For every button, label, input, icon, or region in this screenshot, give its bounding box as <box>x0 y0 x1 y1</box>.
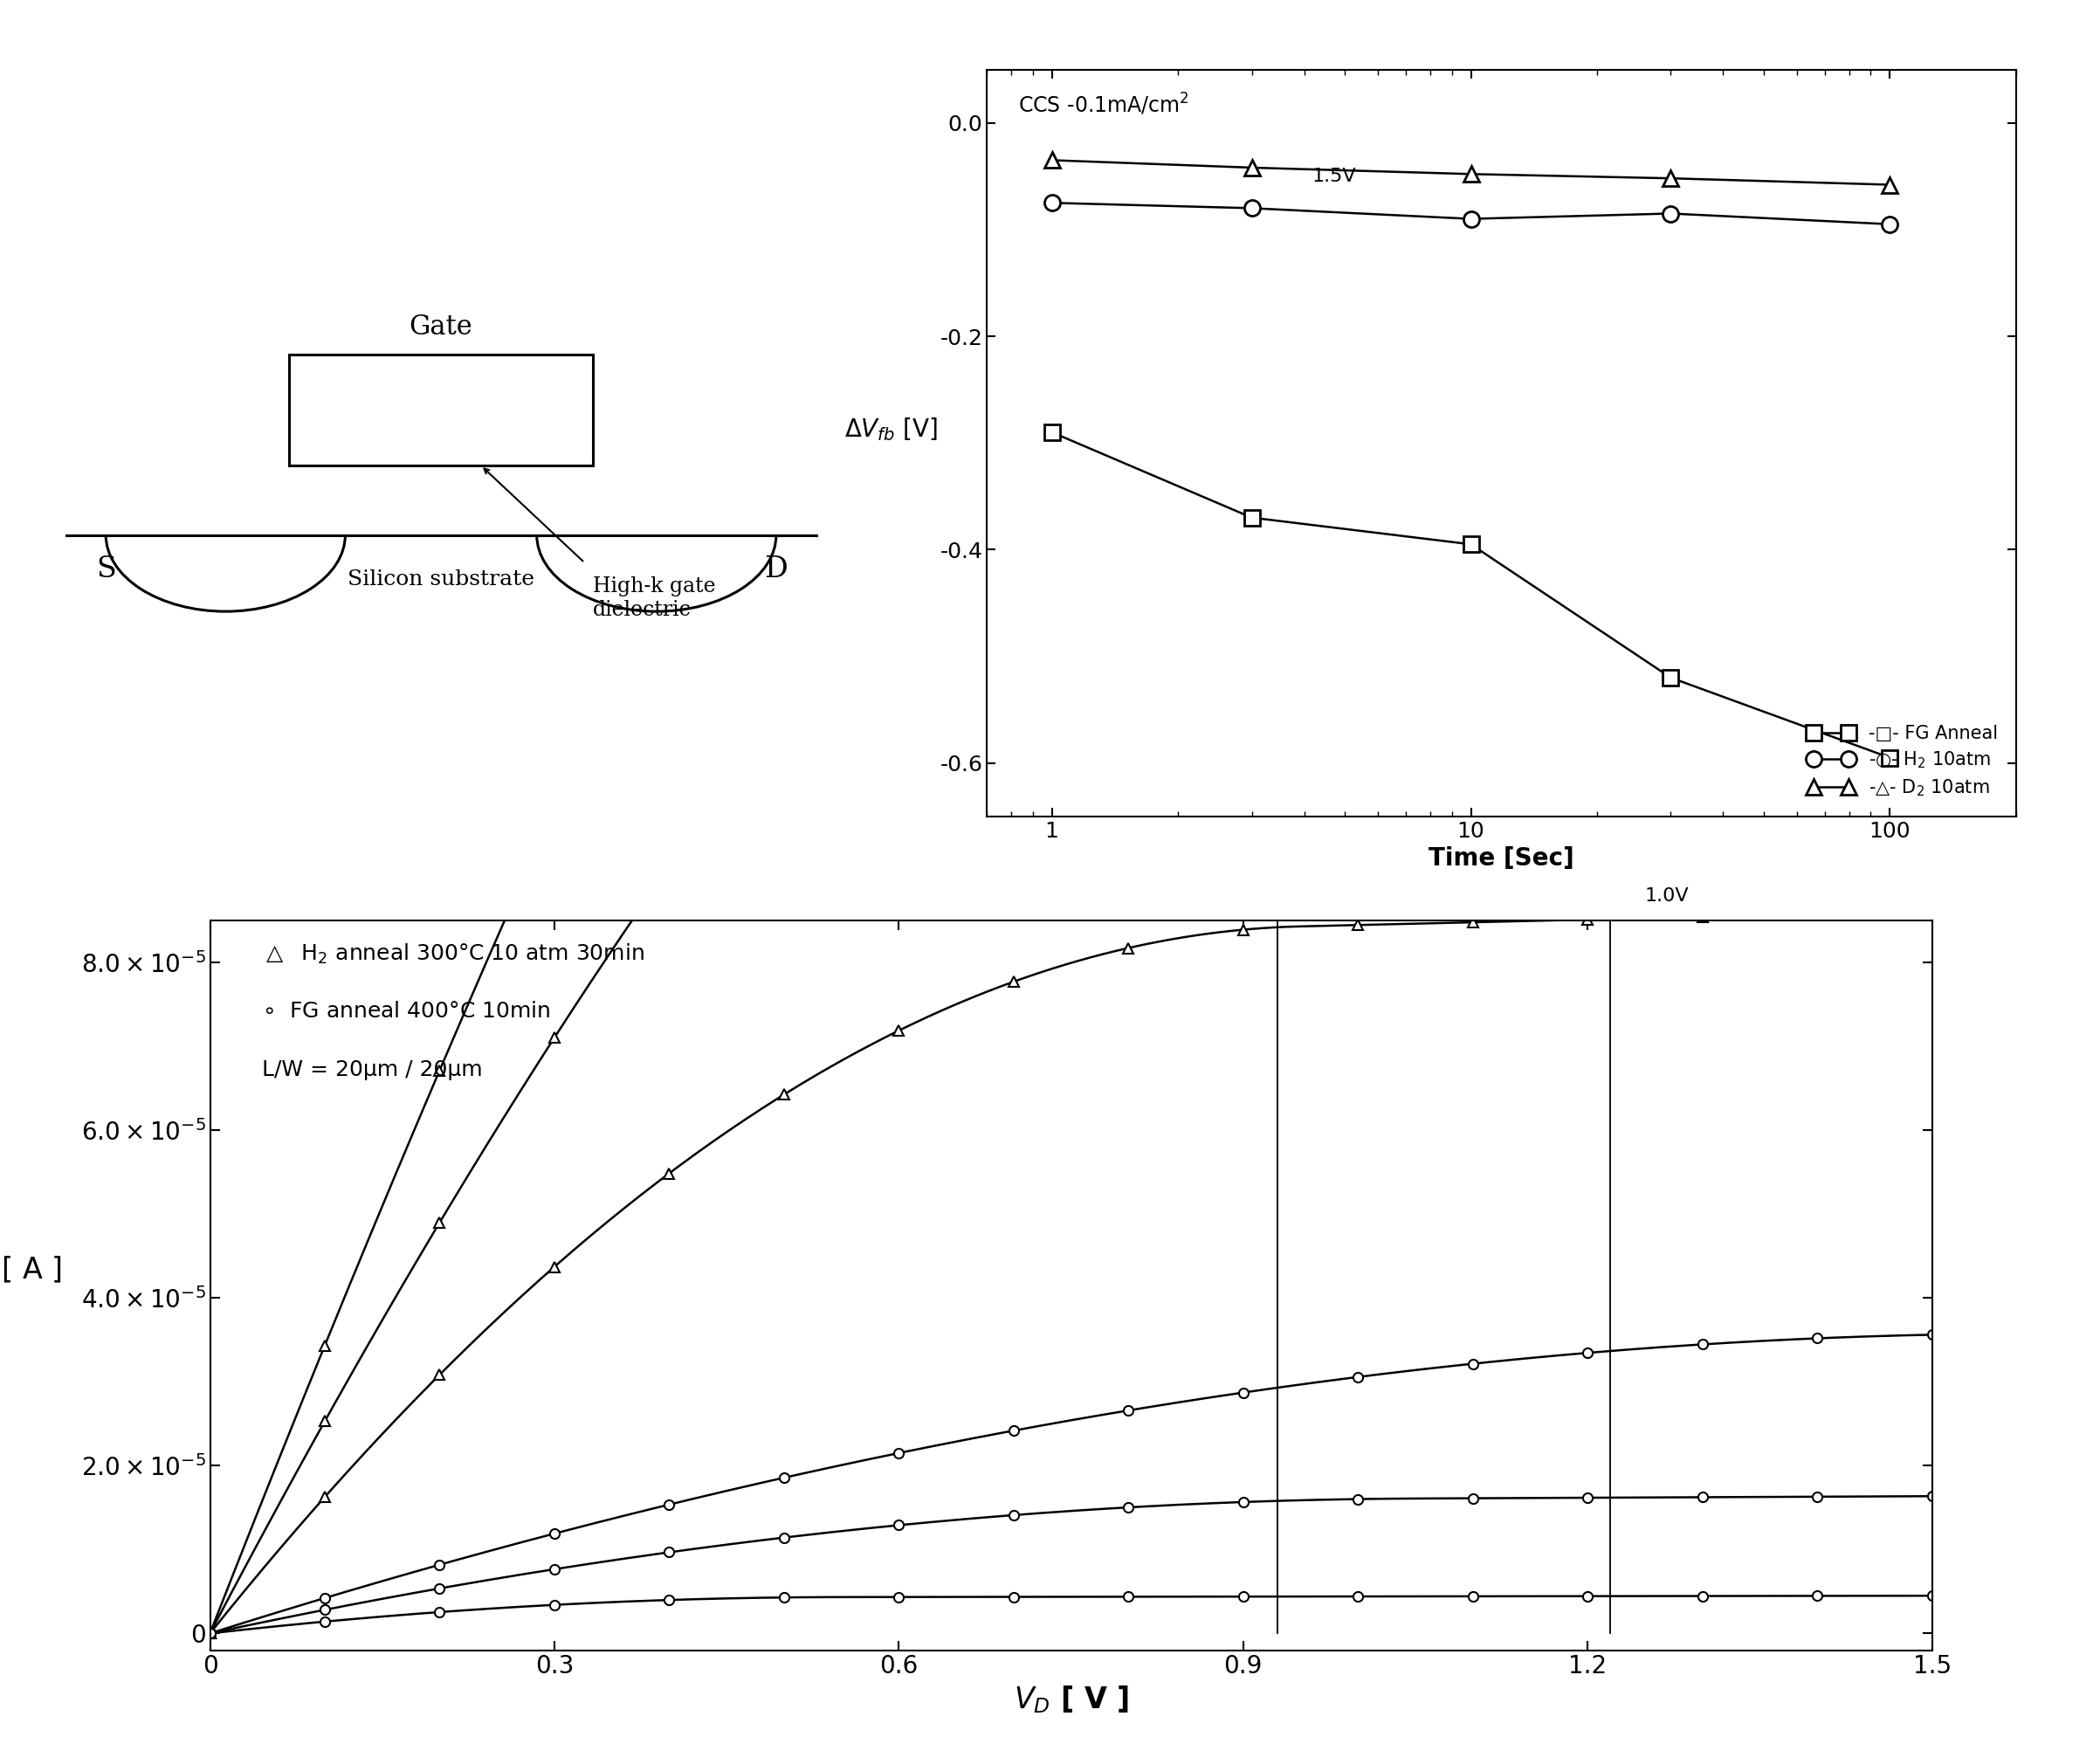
-□- FG Anneal <box>1457 533 1483 554</box>
-○- H$_2$ 10atm <box>1659 203 1684 224</box>
Y-axis label: $\Delta V_{fb}$ [V]: $\Delta V_{fb}$ [V] <box>844 417 939 443</box>
Y-axis label: $I_D$ [ A ]: $I_D$ [ A ] <box>0 1254 61 1285</box>
X-axis label: $V_D$ [ V ]: $V_D$ [ V ] <box>1014 1683 1128 1714</box>
-△- D$_2$ 10atm <box>1457 163 1483 184</box>
-○- H$_2$ 10atm <box>1877 214 1903 234</box>
-○- H$_2$ 10atm <box>1457 208 1483 229</box>
Bar <box>290 354 592 466</box>
Text: Gate: Gate <box>410 313 472 340</box>
Text: D: D <box>764 556 788 584</box>
-△- D$_2$ 10atm <box>1040 149 1065 170</box>
Text: CCS -0.1mA/cm$^2$: CCS -0.1mA/cm$^2$ <box>1018 92 1189 118</box>
Text: S: S <box>97 556 116 584</box>
X-axis label: Time [Sec]: Time [Sec] <box>1428 846 1575 870</box>
-□- FG Anneal <box>1239 507 1264 528</box>
Text: L/W = 20μm / 20μm: L/W = 20μm / 20μm <box>262 1060 483 1080</box>
Line: -□- FG Anneal: -□- FG Anneal <box>1044 424 1898 766</box>
Text: $\triangle$  H$_2$ anneal 300°C 10 atm 30min: $\triangle$ H$_2$ anneal 300°C 10 atm 30… <box>262 943 645 966</box>
-○- H$_2$ 10atm <box>1239 198 1264 219</box>
-○- H$_2$ 10atm <box>1040 193 1065 214</box>
-□- FG Anneal <box>1659 667 1684 688</box>
-△- D$_2$ 10atm <box>1239 158 1264 179</box>
Text: High-k gate
dielectric: High-k gate dielectric <box>592 577 716 620</box>
Text: 1.0V: 1.0V <box>1644 888 1688 905</box>
Line: -△- D$_2$ 10atm: -△- D$_2$ 10atm <box>1044 153 1898 193</box>
-△- D$_2$ 10atm <box>1877 174 1903 195</box>
Text: Silicon substrate: Silicon substrate <box>349 570 533 591</box>
-□- FG Anneal <box>1877 747 1903 768</box>
-□- FG Anneal <box>1040 422 1065 443</box>
Text: $\circ$  FG anneal 400°C 10min: $\circ$ FG anneal 400°C 10min <box>262 1001 550 1021</box>
Legend: -□- FG Anneal, -○- H$_2$ 10atm, -△- D$_2$ 10atm: -□- FG Anneal, -○- H$_2$ 10atm, -△- D$_2… <box>1800 716 2008 808</box>
-△- D$_2$ 10atm <box>1659 168 1684 189</box>
Line: -○- H$_2$ 10atm: -○- H$_2$ 10atm <box>1044 195 1898 233</box>
Text: 1.5V: 1.5V <box>1312 167 1357 184</box>
